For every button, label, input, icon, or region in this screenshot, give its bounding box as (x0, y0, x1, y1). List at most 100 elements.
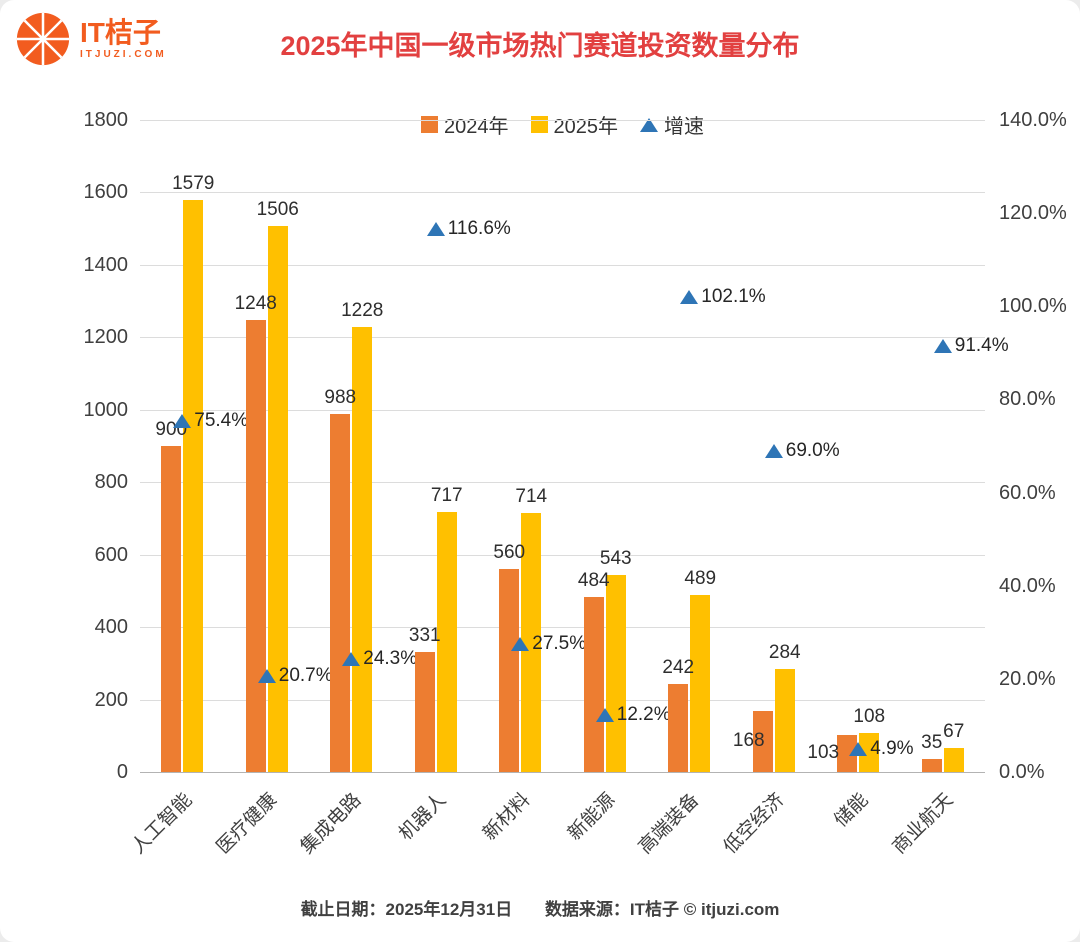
left-axis-tick: 200 (94, 688, 128, 711)
legend-label: 2025年 (553, 116, 619, 138)
value-label-2024: 560 (493, 542, 526, 564)
value-label-2025: 1228 (341, 300, 384, 322)
left-axis-tick: 1800 (83, 109, 129, 131)
orange-fruit-logo-icon (16, 12, 70, 66)
value-label-2024: 168 (732, 730, 765, 752)
gridline (140, 337, 985, 339)
right-axis-tick: 0.0% (999, 761, 1045, 783)
chart-title-prefix: 2025年中国一级市场热门赛道投资 (280, 31, 692, 61)
right-axis-tick: 60.0% (999, 481, 1056, 504)
growth-triangle-marker (933, 339, 952, 354)
growth-rate-label: 91.4% (954, 335, 1009, 357)
gridline (140, 627, 985, 629)
legend-label: 增速 (664, 116, 704, 138)
bar-2024 (499, 569, 520, 772)
bar-2025 (690, 594, 711, 772)
legend-label: 2024年 (444, 116, 509, 138)
growth-triangle-marker (342, 651, 361, 666)
left-axis-tick: 600 (94, 543, 128, 566)
growth-triangle-marker (511, 636, 530, 651)
right-axis-tick: 80.0% (999, 388, 1056, 411)
left-axis-tick: 1200 (83, 326, 129, 349)
value-label-2024: 988 (324, 387, 357, 409)
left-axis-tick: 800 (94, 471, 128, 494)
bar-2025 (436, 512, 457, 772)
value-label-2024: 35 (921, 732, 943, 754)
value-label-2025: 714 (515, 486, 548, 508)
bar-2025 (183, 200, 204, 772)
itjuzi-logo: IT桔子 ITJUZI.COM (14, 10, 167, 68)
growth-rate-label: 116.6% (447, 217, 511, 239)
right-axis-tick: 140.0% (999, 109, 1067, 131)
cutoff-date-label: 截止日期：2025年12月31日 (300, 900, 513, 919)
growth-triangle-marker (595, 708, 614, 723)
growth-triangle-marker (764, 443, 783, 458)
growth-triangle-marker (257, 668, 276, 683)
gridline (140, 409, 985, 411)
growth-triangle-marker (849, 742, 868, 757)
legend-item-growth: 增速 (640, 110, 704, 139)
legend-triangle-icon (640, 117, 658, 132)
bar-2025 (605, 575, 626, 772)
value-label-2024: 242 (662, 657, 695, 679)
chart-legend: 2024年 2025年 增速 (140, 110, 985, 139)
logo-domain: ITJUZI.COM (80, 49, 167, 61)
growth-rate-label: 69.0% (785, 439, 840, 461)
bar-2025 (774, 669, 795, 772)
logo-text: IT桔子 ITJUZI.COM (80, 16, 167, 61)
value-label-2024: 1248 (234, 292, 277, 314)
value-label-2025: 489 (684, 567, 717, 589)
value-label-2025: 1506 (256, 199, 299, 221)
left-axis-tick: 400 (94, 616, 128, 639)
value-label-2025: 284 (768, 642, 801, 664)
bar-2024 (583, 596, 604, 772)
bar-2025 (521, 513, 542, 772)
value-label-2025: 717 (430, 485, 463, 507)
gridline (140, 120, 985, 121)
bar-2024 (668, 684, 689, 772)
growth-rate-label: 20.7% (278, 664, 333, 686)
bar-2025 (943, 747, 964, 772)
value-label-2025: 543 (599, 548, 632, 570)
right-axis-tick: 40.0% (999, 574, 1056, 597)
growth-rate-label: 4.9% (870, 738, 914, 760)
value-label-2024: 331 (408, 625, 441, 647)
value-label-2025: 67 (943, 720, 965, 742)
chart-title-emphasis: 数量 (691, 31, 746, 61)
right-axis-tick: 120.0% (999, 202, 1067, 225)
bar-2024 (330, 414, 351, 772)
left-axis-tick: 1400 (83, 253, 129, 276)
bar-2024 (245, 319, 266, 772)
value-label-2024: 103 (807, 741, 840, 763)
value-label-2024: 484 (577, 569, 610, 591)
gridline (140, 772, 985, 773)
growth-rate-label: 102.1% (701, 285, 766, 307)
growth-rate-label: 75.4% (194, 409, 249, 431)
bar-2025 (267, 226, 288, 772)
right-axis-tick: 100.0% (999, 295, 1067, 318)
bar-2024 (752, 711, 773, 772)
chart-title-suffix: 分布 (745, 31, 800, 61)
left-axis-tick: 0 (116, 761, 128, 783)
growth-triangle-marker (173, 413, 192, 428)
growth-rate-label: 27.5% (532, 632, 587, 654)
left-axis-tick: 1600 (83, 181, 129, 204)
gridline (140, 192, 985, 194)
bar-2024 (161, 446, 182, 772)
gridline (140, 554, 985, 556)
growth-rate-label: 12.2% (616, 704, 671, 726)
bar-2024 (921, 759, 942, 772)
logo-name: IT桔子 (80, 16, 161, 48)
growth-triangle-marker (680, 289, 699, 304)
right-axis-tick: 20.0% (999, 667, 1056, 690)
chart-footer: 截止日期：2025年12月31日 数据来源：IT桔子 © itjuzi.com (0, 895, 1080, 920)
chart-title: 2025年中国一级市场热门赛道投资数量分布 (0, 24, 1080, 63)
left-axis-tick: 1000 (83, 398, 129, 421)
bar-2024 (414, 652, 435, 772)
growth-rate-label: 24.3% (363, 647, 418, 669)
data-source-label: 数据来源：IT桔子 © itjuzi.com (544, 900, 780, 919)
growth-triangle-marker (426, 221, 445, 236)
gridline (140, 482, 985, 484)
